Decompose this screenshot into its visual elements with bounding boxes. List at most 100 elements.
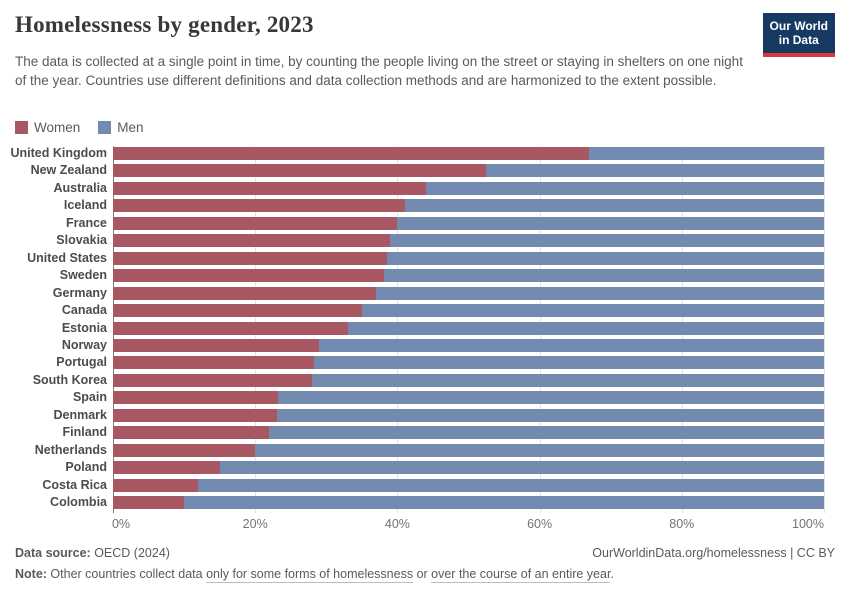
- country-label[interactable]: New Zealand: [30, 163, 107, 178]
- legend-item-men[interactable]: Men: [98, 120, 144, 135]
- chart-plot: United Kingdom New Zealand Australia Icelan…: [10, 146, 825, 513]
- bar-segment-men[interactable]: [312, 373, 824, 387]
- bar-segment-men[interactable]: [425, 181, 824, 195]
- country-label[interactable]: United States: [27, 250, 107, 265]
- chart-row: Portugal: [56, 356, 824, 370]
- bar-segment-women[interactable]: [113, 461, 220, 475]
- chart-row: Iceland: [64, 199, 824, 213]
- bar-segment-women[interactable]: [113, 408, 277, 422]
- bar-segment-women[interactable]: [113, 269, 384, 283]
- bar-segment-women[interactable]: [113, 304, 362, 318]
- bar-segment-women[interactable]: [113, 147, 590, 160]
- chart-row: Costa Rica: [42, 478, 824, 492]
- data-source: Data source: OECD (2024): [15, 546, 170, 560]
- footer-separator: |: [786, 546, 797, 560]
- bar-segment-men[interactable]: [386, 251, 824, 265]
- chart-row: Sweden: [60, 269, 824, 283]
- x-tick-label: 100%: [792, 517, 824, 531]
- bar-segment-men[interactable]: [184, 496, 824, 509]
- country-label[interactable]: Spain: [72, 390, 107, 405]
- country-label[interactable]: Sweden: [59, 268, 107, 283]
- bar-segment-men[interactable]: [390, 234, 824, 248]
- country-label[interactable]: Slovakia: [56, 233, 107, 248]
- bar-segment-men[interactable]: [276, 408, 824, 422]
- bar-segment-men[interactable]: [486, 164, 824, 178]
- data-source-label: Data source:: [15, 546, 91, 560]
- country-label[interactable]: Poland: [65, 460, 107, 475]
- country-label[interactable]: Colombia: [50, 495, 107, 509]
- country-label[interactable]: Costa Rica: [42, 477, 107, 492]
- chart-row: New Zealand: [31, 164, 824, 178]
- note-label: Note:: [15, 567, 47, 581]
- bar-segment-men[interactable]: [347, 321, 824, 335]
- country-label[interactable]: Portugal: [56, 355, 107, 370]
- bar-segment-women[interactable]: [113, 478, 199, 492]
- bar-segment-men[interactable]: [255, 443, 824, 457]
- bar-segment-men[interactable]: [383, 269, 824, 283]
- legend-label: Women: [34, 120, 81, 135]
- bar-segment-women[interactable]: [113, 391, 278, 405]
- bar-segment-women[interactable]: [113, 234, 391, 248]
- bar-segment-men[interactable]: [404, 199, 824, 213]
- country-label[interactable]: Denmark: [53, 407, 108, 422]
- country-label[interactable]: France: [66, 215, 107, 230]
- country-label[interactable]: Canada: [61, 303, 107, 318]
- license-link[interactable]: CC BY: [796, 546, 835, 560]
- chart-row: Australia: [54, 181, 824, 195]
- bar-segment-women[interactable]: [113, 286, 377, 300]
- country-label[interactable]: United Kingdom: [10, 146, 107, 160]
- chart-row: Colombia: [50, 496, 824, 509]
- page-title: Homelessness by gender, 2023: [15, 12, 314, 37]
- bar-segment-women[interactable]: [113, 443, 256, 457]
- bar-segment-men[interactable]: [589, 147, 824, 160]
- bar-segment-women[interactable]: [113, 426, 270, 440]
- note-link-forms[interactable]: only for some forms of homelessness: [206, 567, 414, 583]
- country-label[interactable]: Norway: [61, 337, 107, 352]
- country-label[interactable]: Germany: [52, 285, 107, 300]
- bar-segment-women[interactable]: [113, 373, 313, 387]
- bar-segment-men[interactable]: [313, 356, 824, 370]
- country-label[interactable]: Finland: [62, 425, 107, 440]
- data-source-value: OECD (2024): [90, 546, 170, 560]
- chart-row: France: [66, 216, 824, 230]
- bar-segment-women[interactable]: [113, 164, 487, 178]
- bar-segment-men[interactable]: [361, 304, 824, 318]
- owid-logo: Our World in Data: [762, 13, 835, 57]
- x-tick-label: 80%: [669, 517, 695, 531]
- bar-segment-men[interactable]: [269, 426, 824, 440]
- bar-segment-women[interactable]: [113, 199, 405, 213]
- bar-segment-men[interactable]: [198, 478, 824, 492]
- country-label[interactable]: Australia: [53, 180, 108, 195]
- legend-item-women[interactable]: Women: [15, 120, 80, 135]
- bar-segment-men[interactable]: [397, 216, 824, 230]
- chart-row: United States: [27, 251, 824, 265]
- chart-row: Spain: [73, 391, 824, 405]
- note-text-mid: or: [413, 567, 432, 581]
- bar-segment-women[interactable]: [113, 338, 320, 352]
- chart-row: Norway: [62, 338, 824, 352]
- bar-segment-men[interactable]: [277, 391, 824, 405]
- footer-link[interactable]: OurWorldinData.org/homelessness: [592, 546, 787, 560]
- chart-row: Canada: [62, 304, 824, 318]
- bar-segment-women[interactable]: [113, 181, 426, 195]
- bar-segment-women[interactable]: [113, 356, 314, 370]
- bar-segment-women[interactable]: [113, 496, 185, 509]
- country-label[interactable]: Estonia: [61, 320, 107, 335]
- note-link-year[interactable]: over the course of an entire year: [431, 567, 611, 583]
- grid-line: [824, 146, 825, 513]
- bar-segment-men[interactable]: [319, 338, 824, 352]
- bar-segment-men[interactable]: [376, 286, 824, 300]
- chart-row: Netherlands: [35, 443, 824, 457]
- owid-logo-line2: in Data: [778, 33, 819, 48]
- country-label[interactable]: Netherlands: [34, 442, 107, 457]
- chart-row: South Korea: [33, 373, 824, 387]
- legend-swatch-icon: [98, 121, 112, 134]
- bar-segment-women[interactable]: [113, 216, 398, 230]
- chart-row: Poland: [65, 461, 824, 475]
- bar-segment-men[interactable]: [219, 461, 824, 475]
- country-label[interactable]: South Korea: [32, 372, 107, 387]
- bar-segment-women[interactable]: [113, 251, 387, 265]
- country-label[interactable]: Iceland: [63, 198, 107, 213]
- bar-segment-women[interactable]: [113, 321, 348, 335]
